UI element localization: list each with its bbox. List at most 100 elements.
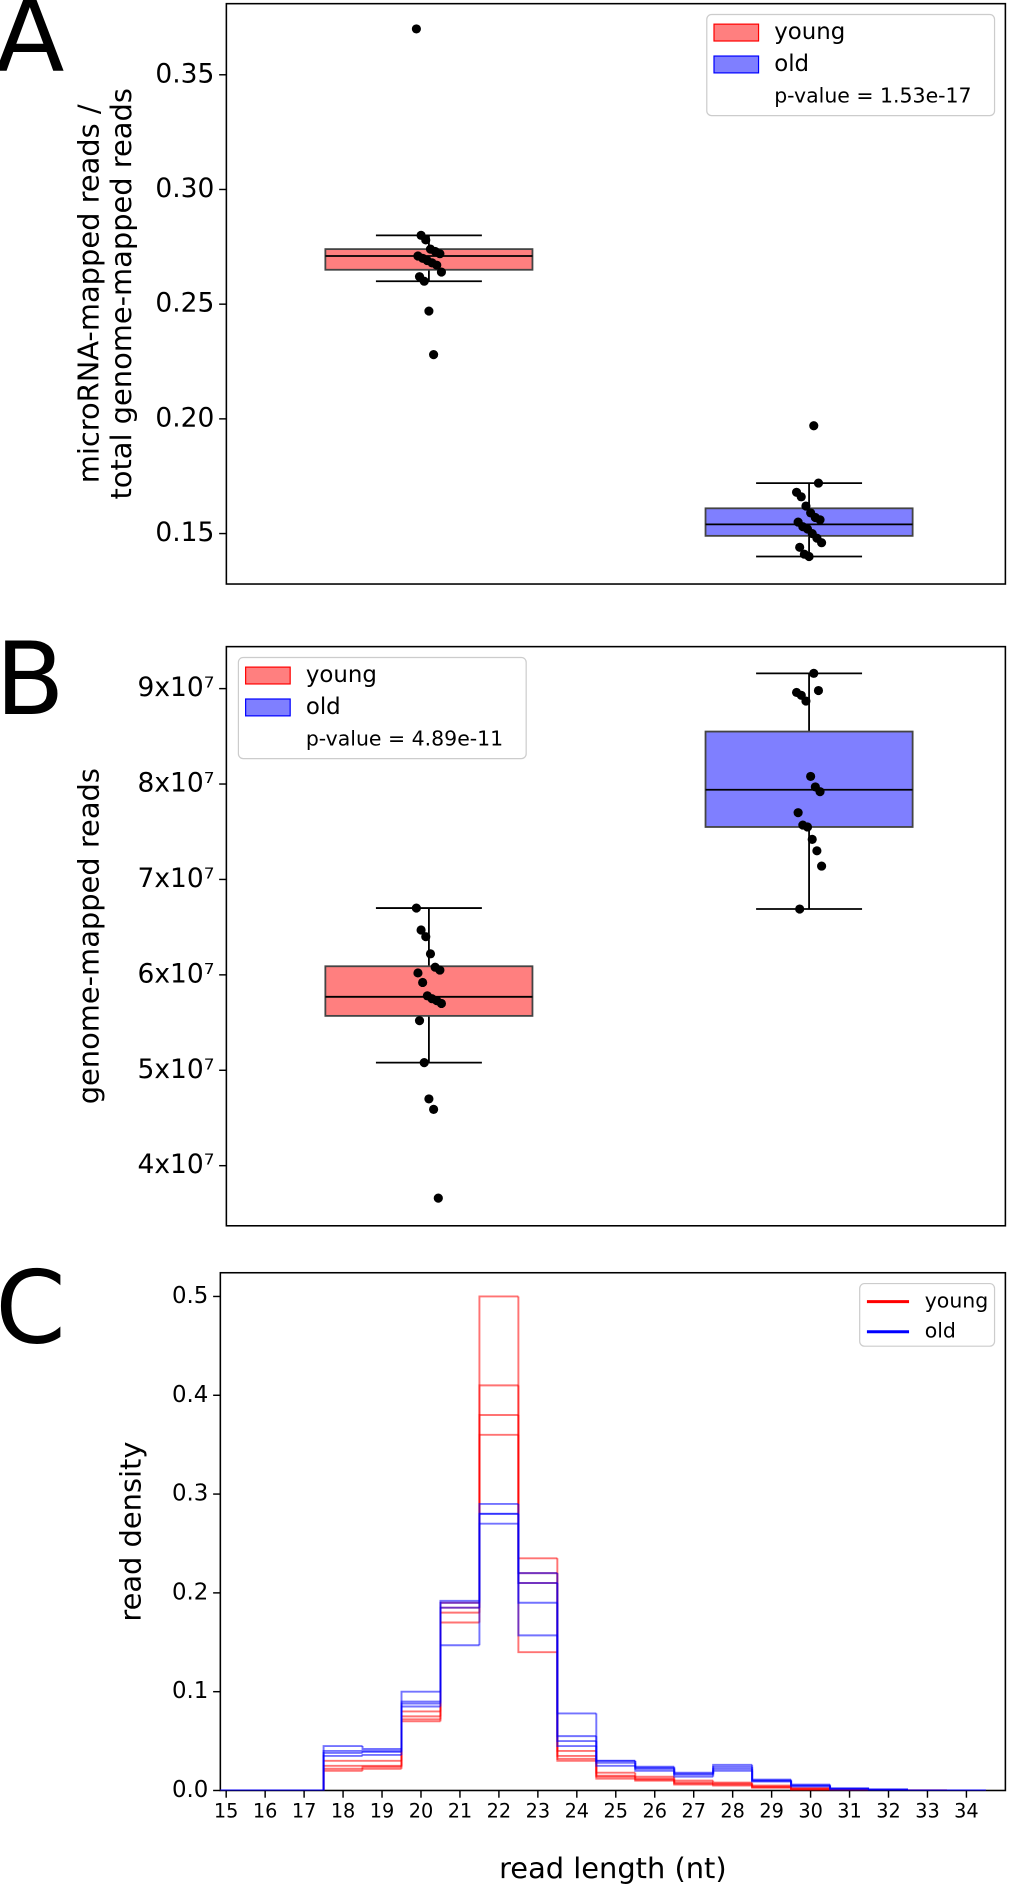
histogram-step (634, 1772, 675, 1778)
legend-box (237, 656, 527, 760)
histogram-step (673, 1767, 714, 1775)
data-point (424, 1094, 434, 1104)
legend-box (706, 13, 996, 117)
panel-letter: B (0, 620, 65, 738)
data-point (815, 787, 825, 797)
data-point (419, 1058, 429, 1068)
x-tick-label: 23 (526, 1800, 551, 1823)
histogram-step (400, 1705, 441, 1755)
data-point (429, 1104, 439, 1114)
legend-label: old (306, 694, 341, 720)
data-point (433, 1193, 443, 1203)
data-point (817, 538, 827, 548)
data-point (421, 235, 431, 245)
data-point (815, 515, 825, 525)
histograms (220, 1295, 986, 1791)
histogram-step (673, 1766, 714, 1774)
data-point (421, 932, 431, 942)
data-point (416, 925, 426, 935)
histogram-step (712, 1765, 753, 1774)
x-tick-label: 21 (448, 1800, 473, 1823)
histogram-step (556, 1573, 597, 1757)
y-tick-label: 0.30 (155, 173, 214, 204)
y-tick-label: 0.2 (172, 1579, 208, 1605)
histogram-step (790, 1779, 831, 1786)
y-tick-label: 0.3 (172, 1481, 208, 1507)
x-tick-label: 22 (487, 1800, 512, 1823)
data-point (801, 696, 811, 706)
data-point (793, 808, 803, 818)
histogram-step (361, 1767, 402, 1771)
histogram-step (361, 1746, 402, 1750)
y-tick-label: 0.15 (155, 517, 214, 548)
histogram-step (478, 1295, 519, 1623)
data-point (809, 668, 819, 678)
histogram-step (595, 1713, 636, 1762)
histogram-step (400, 1720, 441, 1769)
y-tick-label: 5x10⁷ (138, 1054, 215, 1085)
data-point (801, 501, 811, 511)
y-axis-label: total genome-mapped reads (104, 88, 138, 499)
histogram-step (400, 1702, 441, 1752)
histogram-step (751, 1764, 792, 1781)
y-tick-label: 7x10⁷ (138, 863, 215, 894)
x-tick-label: 28 (720, 1800, 745, 1823)
data-point (419, 276, 429, 286)
histogram-step (556, 1582, 597, 1752)
legend-label: young (774, 19, 845, 45)
histogram-step (712, 1769, 753, 1777)
data-point (436, 267, 447, 277)
histogram-step (322, 1767, 363, 1791)
plot-frame (225, 645, 1007, 1227)
histogram-step (400, 1715, 441, 1766)
y-tick-label: 9x10⁷ (138, 672, 215, 703)
y-axis-label: genome-mapped reads (71, 768, 105, 1104)
histogram-step (400, 1690, 441, 1749)
data-point (806, 771, 816, 781)
panel-letter: A (0, 0, 64, 95)
data-point (424, 306, 434, 316)
histogram-step (595, 1736, 636, 1762)
data-point (813, 685, 824, 696)
histogram-step (478, 1502, 519, 1601)
histogram-step (478, 1522, 519, 1608)
legend-label: young (925, 1289, 989, 1313)
histogram-step (868, 1788, 908, 1791)
histogram-step (361, 1765, 402, 1769)
x-tick-label: 17 (292, 1800, 317, 1823)
histogram-step (517, 1415, 558, 1575)
data-point (807, 834, 817, 844)
legend-label: old (774, 51, 809, 77)
data-point (436, 998, 447, 1009)
histogram-step (556, 1652, 597, 1760)
x-tick-label: 19 (370, 1800, 395, 1823)
legend-label: old (925, 1319, 956, 1343)
data-point (413, 968, 423, 978)
histogram-step (751, 1766, 792, 1782)
y-tick-label: 6x10⁷ (138, 958, 215, 989)
legend-swatch (245, 698, 291, 717)
legend-label: young (306, 662, 377, 688)
histogram-step (439, 1621, 480, 1720)
x-tick-label: 26 (642, 1800, 667, 1823)
histogram-step (478, 1512, 519, 1603)
data-point (813, 478, 824, 488)
data-point (411, 903, 421, 913)
data-point (795, 542, 805, 552)
histogram-step (478, 1384, 519, 1613)
histogram-step (751, 1782, 792, 1787)
histogram-step (673, 1779, 714, 1785)
data-point (429, 350, 439, 360)
legend-swatch (713, 55, 760, 74)
histogram-step (400, 1700, 441, 1751)
histogram-step (322, 1751, 363, 1791)
histogram-step (361, 1753, 402, 1756)
data-point (435, 965, 445, 975)
histogram-step (790, 1780, 831, 1787)
histogram-step (361, 1750, 402, 1753)
histogram-step (439, 1601, 480, 1712)
histogram-step (556, 1573, 597, 1738)
histogram-step (439, 1611, 480, 1722)
data-point (796, 492, 806, 502)
histogram-step (634, 1760, 675, 1768)
